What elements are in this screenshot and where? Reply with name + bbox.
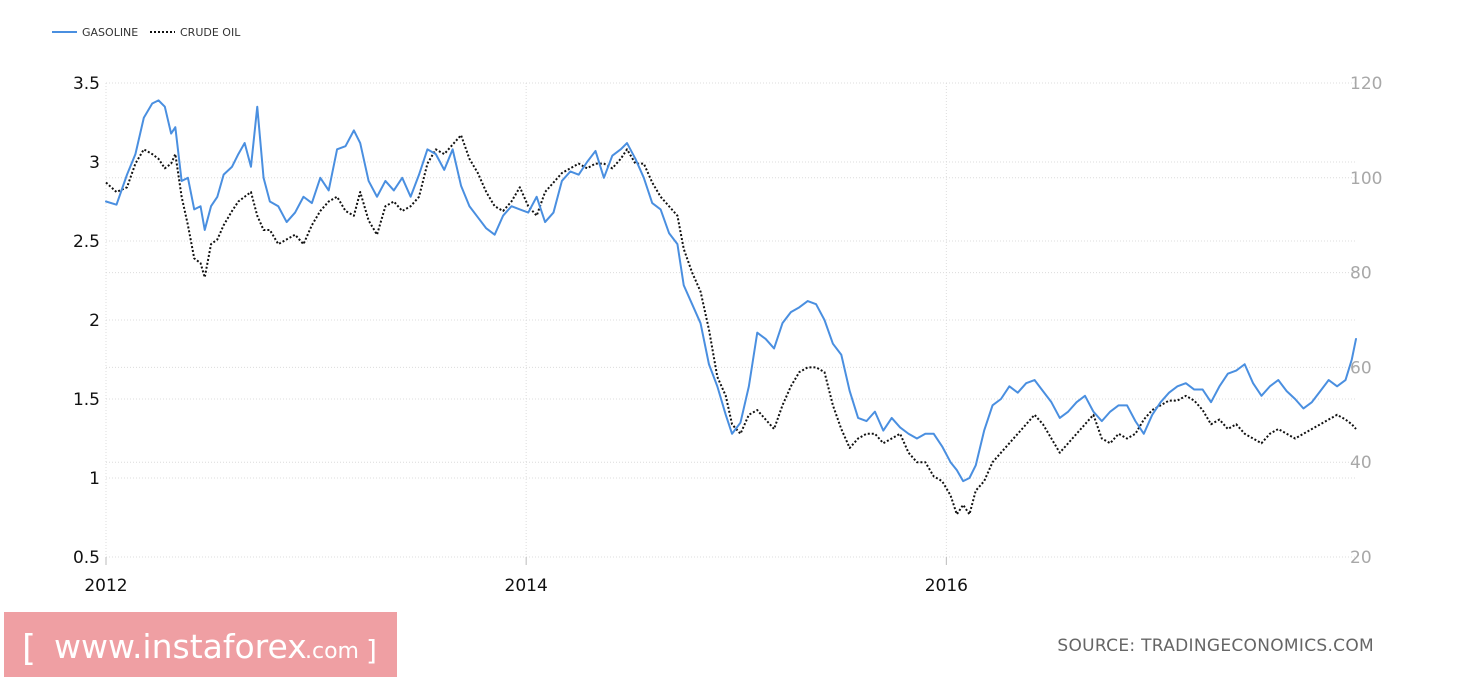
y-right-tick-label: 40	[1350, 453, 1372, 473]
grid	[105, 82, 1356, 558]
y-right-tick-label: 120	[1350, 74, 1382, 94]
watermark-bracket-open: [	[22, 628, 36, 669]
legend: GASOLINE CRUDE OIL	[52, 26, 241, 39]
x-tick-label: 2012	[84, 576, 127, 596]
y-left-tick-label: 2	[89, 311, 100, 331]
y-right-tick-label: 20	[1350, 548, 1372, 568]
y-left-tick-label: 1.5	[73, 390, 100, 410]
y-right-tick-label: 100	[1350, 169, 1382, 189]
series-line-crude-oil	[105, 134, 1357, 516]
legend-label-crude-oil: CRUDE OIL	[180, 26, 241, 39]
watermark-tld: .com	[305, 639, 359, 664]
series-line-gasoline	[105, 99, 1357, 483]
legend-label-gasoline: GASOLINE	[82, 26, 138, 39]
y-right-tick-label: 60	[1350, 358, 1372, 378]
watermark: [ www.instaforex .com ]	[4, 612, 397, 677]
y-left-tick-label: 0.5	[73, 548, 100, 568]
x-tick-label: 2014	[505, 576, 548, 596]
y-left-tick-label: 3.5	[73, 74, 100, 94]
watermark-site: www.instaforex	[54, 627, 307, 666]
x-tick-label: 2016	[925, 576, 968, 596]
axis-ticks: 0.5 1 1.5 2 2.5 3 3.5 20 40 60 80 100 120 2012 2014 201…	[73, 74, 1383, 596]
watermark-bracket-close: ]	[366, 634, 377, 667]
source-label: SOURCE: TRADINGECONOMICS.COM	[1057, 636, 1374, 656]
y-left-tick-label: 2.5	[73, 232, 100, 252]
y-left-tick-label: 1	[89, 469, 100, 489]
y-right-tick-label: 80	[1350, 264, 1372, 284]
y-left-tick-label: 3	[89, 153, 100, 173]
watermark-background	[4, 612, 397, 677]
series-lines	[105, 99, 1357, 516]
